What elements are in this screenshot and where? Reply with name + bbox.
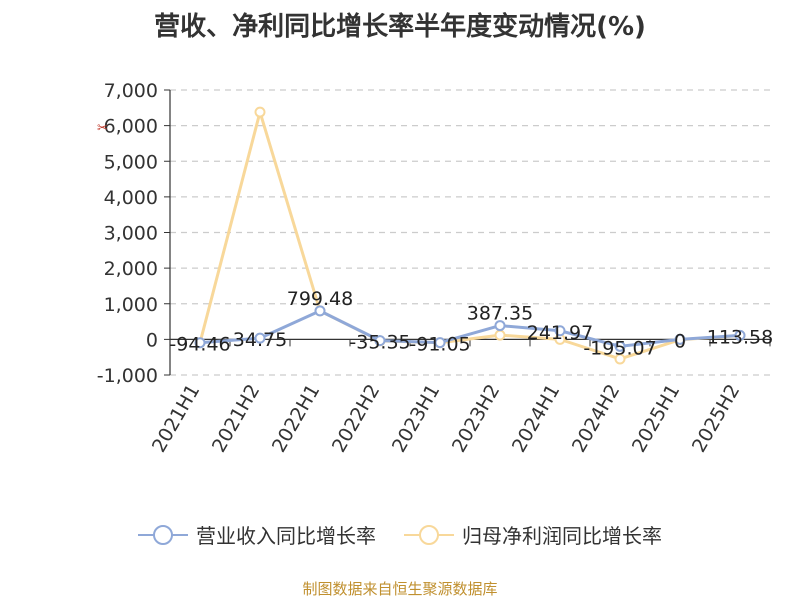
data-point	[614, 353, 626, 365]
x-tick-label: 2021H1	[148, 381, 204, 457]
y-tick-label: 1,000	[104, 294, 158, 316]
y-tick-label: 2,000	[104, 258, 158, 280]
legend-item-revenue[interactable]: 营业收入同比增长率	[138, 520, 376, 549]
legend-swatch-net-profit	[404, 523, 454, 547]
data-label: 113.58	[707, 326, 773, 348]
data-point	[554, 325, 566, 337]
data-label: -35.35	[349, 332, 410, 354]
legend-item-net-profit[interactable]: 归母净利润同比增长率	[404, 520, 662, 549]
y-tick-label: 6,000	[104, 116, 158, 138]
x-tick-label: 2022H2	[328, 381, 384, 457]
data-point	[674, 333, 686, 345]
data-point	[254, 332, 266, 344]
data-point	[194, 337, 206, 349]
y-tick-label: 4,000	[104, 187, 158, 209]
data-label: 387.35	[467, 303, 533, 325]
x-tick-label: 2024H2	[568, 381, 624, 457]
legend-label-revenue: 营业收入同比增长率	[196, 524, 376, 548]
data-point	[374, 335, 386, 347]
legend-label-net-profit: 归母净利润同比增长率	[462, 524, 662, 548]
series-line-0	[199, 309, 741, 348]
data-point	[314, 305, 326, 317]
chart-title: 营收、净利同比增长率半年度变动情况(%)	[154, 12, 646, 42]
data-label: 799.48	[287, 288, 353, 310]
x-tick-label: 2023H1	[388, 381, 444, 457]
x-tick-label: 2025H2	[688, 381, 744, 457]
data-point	[734, 329, 746, 341]
watermark-icon: ✂	[97, 121, 108, 136]
y-tick-label: 0	[146, 329, 158, 351]
data-point	[434, 337, 446, 349]
data-label: -195.07	[583, 337, 656, 359]
legend-swatch-revenue	[138, 523, 188, 547]
y-tick-label: -1,000	[97, 365, 158, 387]
x-tick-label: 2024H1	[508, 381, 564, 457]
x-tick-label: 2022H1	[268, 381, 324, 457]
data-point	[254, 106, 266, 118]
y-tick-label: 3,000	[104, 223, 158, 245]
x-tick-label: 2023H2	[448, 381, 504, 457]
x-tick-label: 2025H1	[628, 381, 684, 457]
data-label: -94.46	[169, 334, 230, 356]
data-label: 241.97	[527, 322, 593, 344]
y-tick-label: 7,000	[104, 80, 158, 102]
y-tick-label: 5,000	[104, 151, 158, 173]
data-source-note: 制图数据来自恒生聚源数据库	[302, 580, 498, 598]
grid-lines	[170, 89, 770, 376]
series-lines	[194, 106, 746, 365]
data-label: 0	[674, 330, 686, 352]
data-point	[494, 329, 506, 341]
series-line-1	[198, 110, 741, 361]
legend: 营业收入同比增长率 归母净利润同比增长率	[0, 520, 800, 549]
data-point	[494, 320, 506, 332]
data-label: 34.75	[233, 329, 287, 351]
data-label: -91.05	[409, 334, 470, 356]
x-tick-label: 2021H2	[208, 381, 264, 457]
data-point	[614, 340, 626, 352]
